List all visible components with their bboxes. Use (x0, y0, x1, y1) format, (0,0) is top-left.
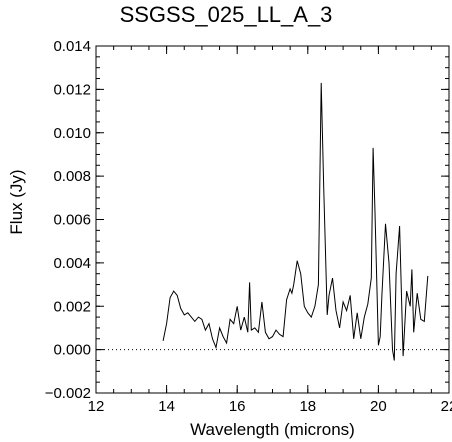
y-tick-label: 0.012 (53, 81, 91, 98)
flux-spectrum-line (162, 82, 429, 361)
x-tick-label: 16 (229, 398, 246, 415)
x-tick-label: 18 (299, 398, 316, 415)
x-tick-label: 14 (158, 398, 175, 415)
y-axis-label: Flux (Jy) (7, 169, 26, 235)
x-tick-label: 22 (441, 398, 452, 415)
plot-frame (95, 45, 450, 394)
y-tick-label: −0.002 (45, 385, 91, 402)
axis-ticks (95, 45, 450, 394)
y-tick-label: 0.006 (53, 212, 91, 229)
x-axis-label: Wavelength (microns) (190, 420, 355, 439)
chart-title: SSGSS_025_LL_A_3 (119, 2, 333, 27)
axis-tick-labels: 12 14 16 18 20 22 −0.002 0.000 0.002 0.004 0.006 0.… (45, 38, 452, 415)
y-tick-label: 0.008 (53, 168, 91, 185)
y-tick-label: 0.000 (53, 342, 91, 359)
y-tick-label: 0.002 (53, 298, 91, 315)
y-tick-label: 0.010 (53, 125, 91, 142)
y-tick-label: 0.014 (53, 38, 91, 55)
x-tick-label: 12 (88, 398, 105, 415)
y-tick-label: 0.004 (53, 255, 91, 272)
x-tick-label: 20 (370, 398, 387, 415)
